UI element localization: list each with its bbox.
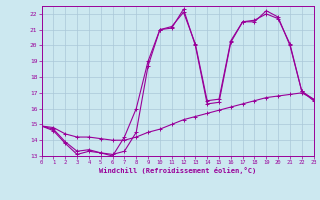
X-axis label: Windchill (Refroidissement éolien,°C): Windchill (Refroidissement éolien,°C): [99, 167, 256, 174]
